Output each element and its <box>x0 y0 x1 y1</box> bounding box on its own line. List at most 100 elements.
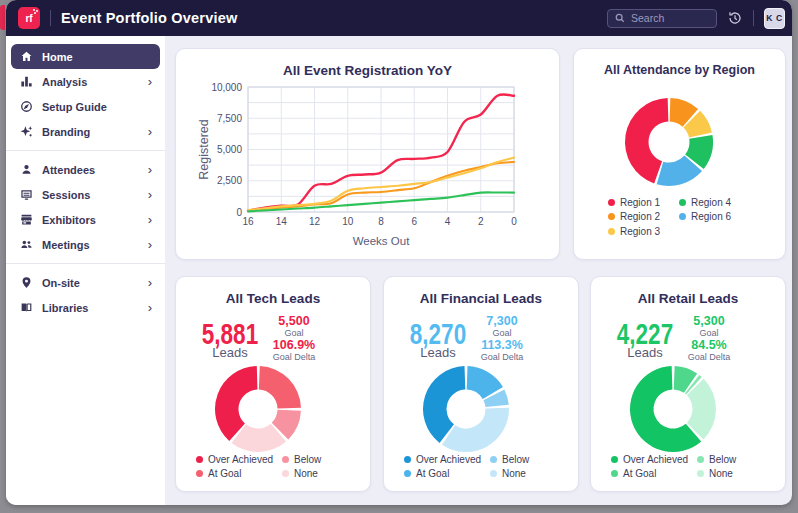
sidebar-item-on-site[interactable]: On-site › <box>11 270 160 295</box>
chevron-right-icon: › <box>148 276 152 289</box>
sidebar-item-label: Sessions <box>42 189 90 201</box>
search-icon <box>615 13 625 23</box>
libraries-icon <box>20 301 33 314</box>
legend-item: None <box>697 467 783 481</box>
legend-dot <box>608 213 615 220</box>
sidebar-item-label: Home <box>42 51 73 63</box>
legend-item: At Goal <box>196 467 282 481</box>
analysis-icon <box>20 75 33 88</box>
legend-item: None <box>490 467 576 481</box>
card-attendance-by-region: All Attendance by Region Region 1Region … <box>573 48 786 260</box>
legend-dot <box>611 456 618 463</box>
legend-item: Below <box>490 453 576 467</box>
legend-dot <box>404 456 411 463</box>
meetings-icon <box>20 238 33 251</box>
sidebar-item-libraries[interactable]: Libraries › <box>11 295 160 320</box>
sidebar-item-attendees[interactable]: Attendees› <box>11 157 160 182</box>
legend-dot <box>697 470 704 477</box>
donut-segment-none <box>442 408 509 452</box>
legend-item: Region 6 <box>679 210 750 225</box>
background-accent <box>0 5 5 30</box>
sidebar-item-setup-guide[interactable]: Setup Guide <box>11 94 160 119</box>
legend-dot <box>196 456 203 463</box>
sidebar-item-sessions[interactable]: Sessions › <box>11 182 160 207</box>
app-logo[interactable]: rf <box>18 7 40 29</box>
topbar-divider <box>50 10 51 26</box>
sidebar-item-label: Branding <box>42 126 90 138</box>
donut-segment-at-goal <box>259 366 301 408</box>
legend-dot <box>282 470 289 477</box>
chevron-right-icon: › <box>148 75 152 88</box>
legend-item: At Goal <box>611 467 697 481</box>
page-title: Event Portfolio Overview <box>61 10 237 26</box>
legend-label: None <box>294 468 318 479</box>
legend-label: At Goal <box>416 468 449 479</box>
card-all-tech-leads: All Tech Leads5,881Leads5,500Goal106.9%G… <box>175 276 371 492</box>
legend-label: Below <box>294 454 321 465</box>
leads-legend: Over Achieved At Goal Below None <box>196 453 368 480</box>
legend-label: Below <box>502 454 529 465</box>
sidebar-item-label: Exhibitors <box>42 214 96 226</box>
legend-dot <box>679 213 686 220</box>
svg-text:0: 0 <box>511 216 517 227</box>
legend-dot <box>196 470 203 477</box>
app-window: rf Event Portfolio Overview Search K C H… <box>6 0 792 505</box>
sidebar: HomeAnalysis›Setup GuideBranding›Attende… <box>6 36 165 505</box>
chevron-right-icon: › <box>148 213 152 226</box>
exhibitors-icon <box>20 213 33 226</box>
legend-label: Region 4 <box>691 197 731 208</box>
setup-guide-icon <box>20 100 33 113</box>
sidebar-item-home[interactable]: Home <box>11 44 160 69</box>
chevron-right-icon: › <box>148 301 152 314</box>
registration-line-chart: 02,5005,0007,50010,0001614121086420Weeks… <box>176 49 561 261</box>
home-icon <box>20 50 33 63</box>
svg-text:12: 12 <box>309 216 321 227</box>
legend-item: Region 1 <box>608 195 679 210</box>
sidebar-item-label: Analysis <box>42 76 87 88</box>
legend-item: Over Achieved <box>196 453 282 467</box>
svg-text:16: 16 <box>242 216 254 227</box>
legend-item: Region 3 <box>608 224 679 239</box>
history-icon[interactable] <box>727 10 743 26</box>
leads-legend: Over AchievedAt GoalBelowNone <box>611 453 783 480</box>
sidebar-item-meetings[interactable]: Meetings› <box>11 232 160 257</box>
avatar[interactable]: K C <box>764 8 785 29</box>
legend-label: Over Achieved <box>416 454 481 465</box>
sidebar-item-label: Libraries <box>42 302 88 314</box>
sidebar-item-label: Setup Guide <box>42 101 107 113</box>
card-all-retail-leads: All Retail Leads4,227Leads5,300Goal84.5%… <box>590 276 786 492</box>
legend-label: None <box>709 468 733 479</box>
on-site-icon <box>20 276 33 289</box>
svg-text:4: 4 <box>445 216 451 227</box>
leads-legend: Over Achieved At Goal Below None <box>404 453 576 480</box>
sidebar-divider <box>6 150 165 151</box>
chevron-right-icon: › <box>148 238 152 251</box>
legend-dot <box>404 470 411 477</box>
legend-item: Over Achieved <box>404 453 490 467</box>
branding-icon <box>20 125 33 138</box>
legend-label: Region 6 <box>691 211 731 222</box>
sidebar-item-exhibitors[interactable]: Exhibitors › <box>11 207 160 232</box>
sidebar-item-branding[interactable]: Branding› <box>11 119 160 144</box>
attendance-legend: Region 1Region 2Region 3Region 4Region 6 <box>608 195 750 239</box>
legend-item: Below <box>282 453 368 467</box>
legend-label: Below <box>709 454 736 465</box>
legend-label: Over Achieved <box>208 454 273 465</box>
svg-text:7,500: 7,500 <box>217 113 242 124</box>
sidebar-item-label: On-site <box>42 277 80 289</box>
card-all-financial-leads: All Financial Leads8,270Leads7,300Goal11… <box>383 276 579 492</box>
legend-dot <box>611 470 618 477</box>
legend-label: None <box>502 468 526 479</box>
search-input[interactable]: Search <box>607 9 717 28</box>
legend-item: At Goal <box>404 467 490 481</box>
sparkle-icon <box>34 12 36 14</box>
svg-text:8: 8 <box>378 216 384 227</box>
chevron-right-icon: › <box>148 188 152 201</box>
legend-dot <box>490 470 497 477</box>
main-content: All Event Registration YoY 02,5005,0007,… <box>165 36 792 505</box>
svg-text:Weeks Out: Weeks Out <box>353 235 410 247</box>
legend-dot <box>608 228 615 235</box>
sidebar-item-analysis[interactable]: Analysis › <box>11 69 160 94</box>
svg-text:5,000: 5,000 <box>217 144 242 155</box>
chevron-right-icon: › <box>148 163 152 176</box>
